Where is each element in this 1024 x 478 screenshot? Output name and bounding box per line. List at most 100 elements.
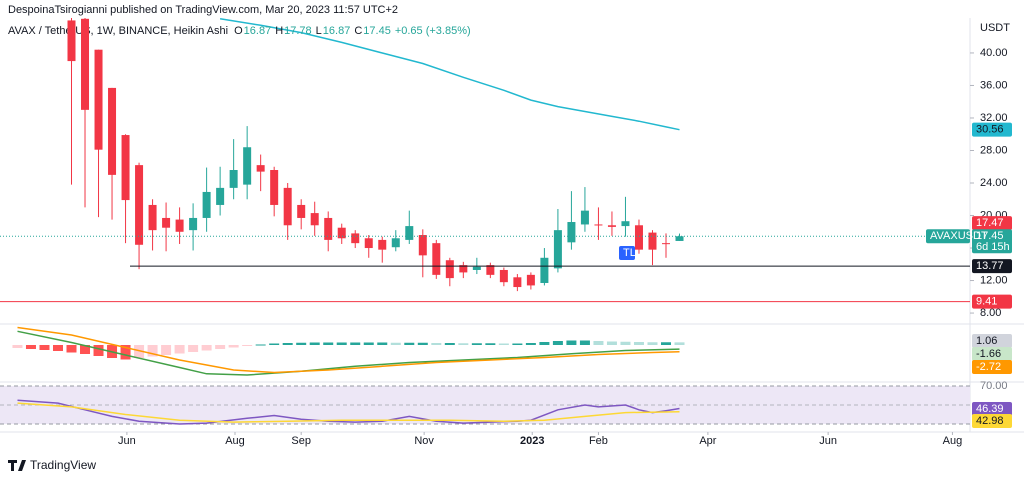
candle-body [418,235,427,256]
candle-body [337,227,346,239]
histogram-bar [296,342,307,345]
histogram-bar [25,345,36,349]
candle-body [675,236,684,241]
candle-body [540,257,549,283]
histogram-bar [215,345,226,349]
legend-text: AVAX / TetherUS, 1W, BINANCE, Heikin Ash… [8,25,228,37]
histogram-bar [323,342,334,345]
histogram-bar [674,342,685,345]
y-unit: USDT [980,22,1010,34]
x-tick-label: Aug [943,435,963,447]
histogram-bar [660,342,671,345]
histogram-bar [174,345,185,354]
candle-body [324,217,333,240]
histogram-bar [12,345,23,348]
candle-body [256,165,265,172]
candle-body [567,222,576,243]
histogram-bar [404,342,415,345]
histogram-bar [417,342,428,345]
candles [67,18,684,292]
legend-text: 16.87 [244,25,272,37]
legend-text: C [354,25,362,37]
x-tick-label: Jun [118,435,136,447]
candle-body [405,226,414,240]
price-label-bg [972,216,1012,231]
histogram-bar [66,345,77,353]
legend-text: O [234,25,243,37]
y-tick-label: 40.00 [980,47,1008,59]
histogram-bar [579,340,590,345]
histogram-bar [282,343,293,345]
hline-label: 9.41 [976,296,997,308]
macd-label: -1.66 [976,348,1001,360]
candle-body [148,204,157,231]
last-price-bg [972,229,1012,254]
candle-body [243,147,252,185]
candle-body [351,233,360,244]
hline-label-bg [972,294,1012,309]
histogram-bar [147,345,158,357]
candle-body [67,20,76,62]
candle-body [445,260,454,279]
rsi-line [17,402,680,423]
histogram-bar [390,342,401,345]
brand-logo [8,460,26,471]
histogram-bar [80,345,91,354]
x-tick-label: Apr [699,435,716,447]
histogram-bar [606,341,617,345]
candle-body [189,217,198,231]
ma-label: 30.56 [976,124,1004,136]
candle-body [580,210,589,225]
histogram-bar [377,342,388,345]
candle-body [81,18,90,110]
histogram-bar [242,345,253,346]
rsi-line [17,399,680,425]
candle-body [94,49,103,150]
macd-label-bg [972,347,1012,361]
histogram-bar [647,342,658,345]
candle-body [594,224,603,226]
candle-body [135,165,144,245]
macd-line [17,330,680,376]
rsi-label: 42.98 [976,415,1004,427]
candle-body [283,187,292,226]
candle-body [202,191,211,218]
macd-label-bg [972,360,1012,374]
legend-text: H [275,25,283,37]
brand-text: TradingView [30,458,96,472]
histogram-bar [620,341,631,345]
candle-body [472,266,481,270]
last-price: 17.45 [976,230,1004,242]
y-tick-label: 70.00 [980,380,1008,392]
histogram-bar [39,345,50,350]
rsi-label-bg [972,414,1012,428]
x-tick-label: Jun [819,435,837,447]
candle-body [513,277,522,288]
legend-text: +0.65 (+3.85%) [395,25,471,37]
annotation-bg [619,246,635,260]
histogram-bar [134,345,145,358]
candle-body [459,265,468,273]
candle-body [108,87,117,175]
candle-body [391,238,400,248]
y-tick-label: 32.00 [980,112,1008,124]
price-label: 17.47 [976,217,1004,229]
symbol-badge: AVAXUSDT [930,230,988,242]
histogram-bar [431,343,442,345]
histogram-bar [485,343,496,345]
y-tick-label: 12.00 [980,274,1008,286]
moving-average [219,18,680,131]
histogram-label-bg [972,334,1012,348]
histogram-bar [458,343,469,345]
y-tick-label: 36.00 [980,79,1008,91]
x-tick-label: Feb [589,435,608,447]
x-tick-label: Nov [414,435,434,447]
histogram-label: 1.06 [976,335,997,347]
histogram-bar [363,342,374,345]
candle-body [216,187,225,205]
candle-body [499,269,508,283]
x-tick-label: Sep [291,435,311,447]
histogram-bar [269,343,280,345]
ma-label-bg [972,122,1012,137]
candle-body [310,213,319,226]
